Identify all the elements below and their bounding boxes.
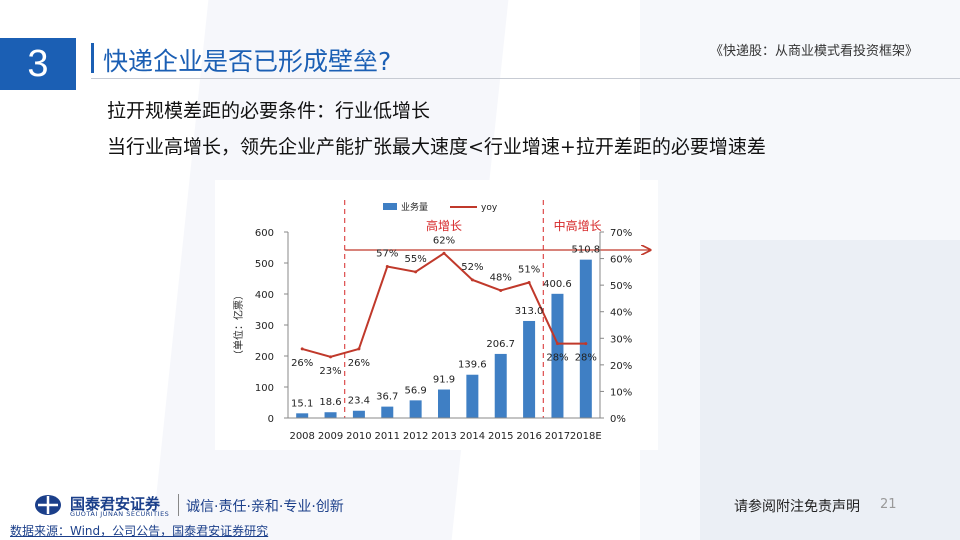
yoy-value-label: 26% [291,358,313,369]
body-line-2: 当行业高增长，领先企业产能扩张最大速度<行业增速+拉开差距的必要增速差 [107,136,766,158]
bar-value-label: 313.0 [515,306,544,317]
y-axis-title: （单位：亿票） [232,290,245,360]
mid-growth-label: 中高增长 [554,218,602,233]
yoy-point [329,355,333,359]
company-logo-icon [35,495,61,515]
yoy-point [555,342,559,346]
y2-tick-label: 20% [610,361,632,372]
bar [352,410,365,418]
bar [324,412,337,418]
bar-value-label: 139.6 [458,360,487,371]
yoy-point [442,251,446,255]
section-number: 3 [0,38,76,90]
y-tick-label: 0 [268,414,274,425]
y2-tick-label: 40% [610,308,632,319]
bar-value-label: 15.1 [291,398,313,409]
header-reference: 《快递股：从商业模式看投资框架》 [709,44,918,59]
yoy-value-label: 26% [348,358,370,369]
yoy-value-label: 62% [433,235,455,246]
x-tick-label: 2016 [516,431,541,442]
y-tick-label: 300 [255,321,274,332]
x-tick-label: 2017 [545,431,570,442]
x-tick-label: 2012 [403,431,428,442]
bar-value-label: 36.7 [376,392,398,403]
y2-tick-label: 0% [610,414,626,425]
yoy-value-label: 52% [461,262,483,273]
x-tick-label: 2010 [346,431,371,442]
x-tick-label: 2008 [289,431,314,442]
bar [579,259,592,418]
bar-value-label: 206.7 [486,339,515,350]
yoy-value-label: 57% [376,249,398,260]
footer-divider [178,494,179,516]
bar-value-label: 18.6 [319,397,341,408]
page-number: 21 [880,497,897,512]
yoy-point [385,265,389,269]
yoy-value-label: 28% [575,353,597,364]
bar [381,406,394,418]
body-line-1: 拉开规模差距的必要条件：行业低增长 [107,100,431,122]
yoy-value-label: 28% [546,353,568,364]
footer-brand: 国泰君安证券 [70,495,161,513]
x-tick-label: 2011 [375,431,400,442]
header-divider [91,78,960,79]
yoy-value-label: 51% [518,264,540,275]
x-tick-label: 2013 [431,431,456,442]
bar [409,400,422,418]
x-tick-label: 2015 [488,431,513,442]
slide-title: 快递企业是否已形成壁垒? [103,47,392,76]
y2-tick-label: 60% [610,255,632,266]
x-tick-label: 2018E [570,431,602,442]
y-tick-label: 400 [255,290,274,301]
yoy-point [357,347,361,351]
footer-disclaimer: 请参阅附注免责声明 [734,499,860,515]
bar-value-label: 510.8 [571,245,600,256]
bar-value-label: 56.9 [405,385,427,396]
y-tick-label: 600 [255,228,274,239]
y-tick-label: 500 [255,259,274,270]
x-tick-label: 2009 [318,431,343,442]
yoy-point [300,347,304,351]
y2-tick-label: 50% [610,281,632,292]
legend-bar-label: 业务量 [401,201,428,213]
yoy-point [414,270,418,274]
y2-tick-label: 70% [610,228,632,239]
yoy-point [584,342,588,346]
bar [551,293,564,418]
yoy-point [499,288,503,292]
bar-value-label: 91.9 [433,375,455,386]
title-accent-bar [91,43,94,73]
bar-value-label: 23.4 [348,396,370,407]
chart: 高增长 中高增长 15.1 18.6 23.4 36.7 56.9 91.9 139.6 206… [215,180,658,450]
footer-brand-en: GUOTAI JUNAN SECURITIES [70,510,170,518]
legend-bar-swatch [383,203,397,210]
bar-value-label: 400.6 [543,279,572,290]
y2-tick-label: 30% [610,334,632,345]
yoy-value-label: 48% [490,272,512,283]
yoy-point [527,280,531,284]
footer-slogan: 诚信·责任·亲和·专业·创新 [186,499,344,515]
bar [296,413,309,418]
background-shape [700,240,960,540]
high-growth-label: 高增长 [426,218,462,233]
legend-line-label: yoy [481,203,498,213]
data-source[interactable]: 数据来源：Wind，公司公告，国泰君安证券研究 [10,524,269,538]
yoy-value-label: 55% [405,254,427,265]
bar [466,374,479,418]
yoy-point [470,278,474,282]
y2-tick-label: 10% [610,387,632,398]
bar [523,320,536,418]
y-tick-label: 100 [255,383,274,394]
x-tick-label: 2014 [460,431,485,442]
bar [494,353,507,418]
bar [438,389,450,418]
yoy-value-label: 23% [319,366,341,377]
y-tick-label: 200 [255,352,274,363]
